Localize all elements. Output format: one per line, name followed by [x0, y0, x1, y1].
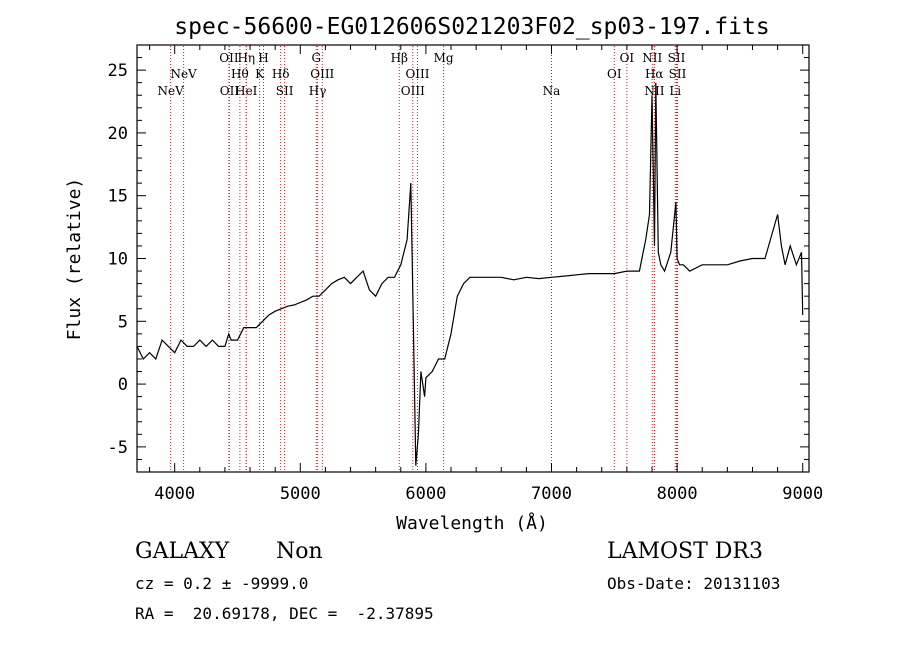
- line-label: H: [258, 51, 268, 65]
- line-label: NII: [645, 84, 665, 98]
- x-axis-label: Wavelength (Å): [396, 512, 548, 534]
- line-label: Hθ: [231, 67, 249, 81]
- line-label: NeV: [158, 84, 185, 98]
- x-axis: 4000 5000 6000 7000 8000 9000: [149, 45, 823, 504]
- line-label: OII: [220, 84, 240, 98]
- emission-line-labels: NeV NeV OII OII Hθ Hη HeI KH Hδ SII G OIII Hγ Hβ OIII O…: [158, 51, 687, 98]
- line-label: OIII: [401, 84, 425, 98]
- line-label: Hδ: [272, 67, 290, 81]
- line-label: SII: [669, 67, 687, 81]
- y-tick-label: 10: [108, 250, 128, 270]
- line-label: G: [311, 51, 321, 65]
- chart-title: spec-56600-EG012606S021203F02_sp03-197.f…: [174, 14, 769, 40]
- x-tick-label: 9000: [782, 484, 823, 504]
- line-label: SII: [276, 84, 294, 98]
- line-label: Na: [543, 84, 561, 98]
- line-label: HeI: [235, 84, 258, 98]
- survey-name: LAMOST DR3: [607, 539, 763, 564]
- x-tick-label: 6000: [405, 484, 446, 504]
- x-tick-label: 7000: [531, 484, 572, 504]
- x-tick-label: 8000: [657, 484, 698, 504]
- y-tick-label: 0: [118, 375, 128, 395]
- line-label: Hβ: [391, 51, 408, 65]
- line-label: SII: [668, 51, 686, 65]
- redshift-line: cz = 0.2 ± -9999.0: [135, 574, 309, 593]
- line-label: Hγ: [309, 84, 327, 98]
- y-tick-label: 5: [118, 312, 128, 332]
- line-label: NII: [642, 51, 662, 65]
- line-label: OI: [607, 67, 622, 81]
- line-label: OI: [620, 51, 635, 65]
- line-label: K: [255, 67, 265, 81]
- spectrum-line: [136, 82, 804, 466]
- line-label: Hη: [237, 51, 255, 65]
- line-label: OII: [219, 51, 239, 65]
- x-tick-label: 4000: [154, 484, 195, 504]
- y-tick-label: 15: [108, 187, 128, 207]
- line-label: Hα: [645, 67, 664, 81]
- y-tick-label: 20: [108, 124, 128, 144]
- y-tick-label: 25: [108, 61, 128, 81]
- coordinates: RA = 20.69178, DEC = -2.37895: [135, 604, 434, 623]
- obs-date: Obs-Date: 20131103: [607, 574, 781, 593]
- object-subclass: Non: [276, 539, 323, 564]
- y-axis-label: Flux (relative): [64, 178, 85, 341]
- object-class: GALAXY: [135, 539, 230, 564]
- line-label: Li: [669, 84, 681, 98]
- line-label: Mg: [434, 51, 454, 65]
- line-label: OIII: [310, 67, 334, 81]
- emission-line-markers: [170, 46, 678, 471]
- y-tick-label: -5: [108, 438, 128, 458]
- line-label: NeV: [170, 67, 197, 81]
- plot-frame: [136, 44, 810, 473]
- x-tick-label: 5000: [280, 484, 321, 504]
- y-axis: -5 0 5 10 15 20 25: [108, 57, 809, 460]
- line-label: OIII: [405, 67, 429, 81]
